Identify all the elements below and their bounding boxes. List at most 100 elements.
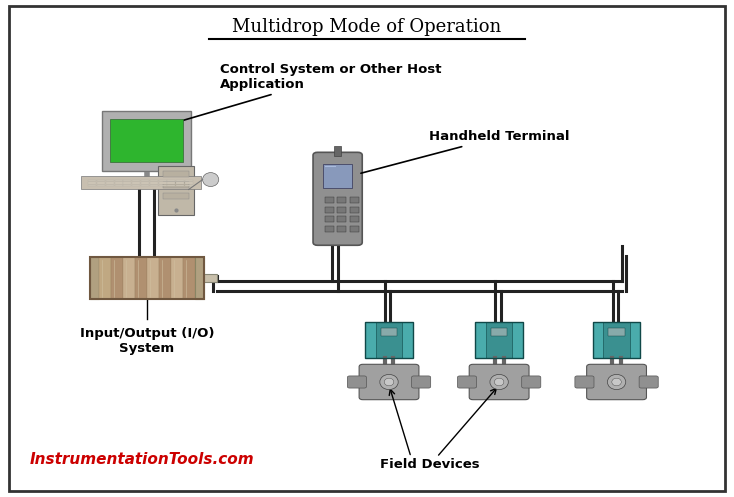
Bar xyxy=(132,179,140,181)
Bar xyxy=(323,164,352,188)
Bar xyxy=(132,184,140,186)
Bar xyxy=(350,226,359,232)
Bar xyxy=(491,328,507,335)
Bar xyxy=(324,207,333,213)
Bar xyxy=(337,226,346,232)
Bar xyxy=(185,184,193,186)
Bar xyxy=(176,184,184,186)
Bar xyxy=(123,184,131,186)
Bar xyxy=(141,182,149,183)
Bar xyxy=(115,182,123,183)
Text: Handheld Terminal: Handheld Terminal xyxy=(361,130,570,173)
FancyBboxPatch shape xyxy=(81,175,201,188)
FancyBboxPatch shape xyxy=(575,376,594,388)
Bar xyxy=(476,322,523,358)
Bar xyxy=(90,257,98,299)
Bar xyxy=(98,257,111,299)
Bar xyxy=(159,182,167,183)
Bar xyxy=(593,322,603,358)
Ellipse shape xyxy=(385,378,393,386)
FancyBboxPatch shape xyxy=(586,364,647,400)
Bar xyxy=(337,197,346,203)
Bar xyxy=(159,257,171,299)
Bar xyxy=(97,184,105,186)
Bar xyxy=(350,216,359,222)
Bar xyxy=(97,182,105,183)
Bar xyxy=(111,119,184,162)
Bar xyxy=(376,322,402,358)
Bar xyxy=(167,184,175,186)
FancyBboxPatch shape xyxy=(158,166,194,215)
Text: Input/Output (I/O)
System: Input/Output (I/O) System xyxy=(79,327,214,355)
Bar xyxy=(324,216,333,222)
Bar xyxy=(111,257,123,299)
Bar xyxy=(167,182,175,183)
FancyBboxPatch shape xyxy=(359,364,419,400)
Bar xyxy=(381,328,397,335)
Bar xyxy=(195,257,203,299)
Bar xyxy=(337,216,346,222)
Bar xyxy=(630,322,640,358)
Bar xyxy=(476,322,486,358)
Text: Control System or Other Host
Application: Control System or Other Host Application xyxy=(164,63,442,126)
Bar xyxy=(147,257,159,299)
Bar xyxy=(324,197,333,203)
Bar xyxy=(334,146,341,156)
Bar xyxy=(486,322,512,358)
Ellipse shape xyxy=(495,378,504,386)
Bar xyxy=(106,179,114,181)
Bar xyxy=(97,179,105,181)
Bar xyxy=(183,257,195,299)
Ellipse shape xyxy=(203,172,219,186)
Ellipse shape xyxy=(379,374,399,390)
Bar xyxy=(176,179,184,181)
Bar xyxy=(132,181,161,185)
Bar xyxy=(106,184,114,186)
Bar xyxy=(88,184,96,186)
FancyBboxPatch shape xyxy=(347,376,366,388)
Bar xyxy=(204,274,217,282)
Ellipse shape xyxy=(490,374,509,390)
Ellipse shape xyxy=(612,378,621,386)
Bar xyxy=(608,328,625,335)
Text: Field Devices: Field Devices xyxy=(379,458,479,471)
Bar xyxy=(176,182,184,183)
FancyBboxPatch shape xyxy=(639,376,658,388)
Bar xyxy=(159,184,167,186)
FancyBboxPatch shape xyxy=(469,364,529,400)
Bar xyxy=(324,226,333,232)
Bar xyxy=(150,184,158,186)
Bar xyxy=(167,179,175,181)
Text: Multidrop Mode of Operation: Multidrop Mode of Operation xyxy=(233,18,501,36)
Bar xyxy=(123,257,135,299)
Bar xyxy=(185,179,193,181)
Bar xyxy=(150,179,158,181)
Bar xyxy=(90,257,204,299)
FancyBboxPatch shape xyxy=(457,376,476,388)
Bar xyxy=(366,322,376,358)
Text: InstrumentationTools.com: InstrumentationTools.com xyxy=(29,452,254,467)
Bar xyxy=(350,207,359,213)
Bar xyxy=(402,322,413,358)
Bar xyxy=(366,322,413,358)
Bar xyxy=(163,193,189,199)
Bar xyxy=(135,257,147,299)
Bar xyxy=(512,322,523,358)
FancyBboxPatch shape xyxy=(103,111,191,171)
Bar xyxy=(185,182,193,183)
Bar xyxy=(171,257,183,299)
Bar xyxy=(141,184,149,186)
FancyBboxPatch shape xyxy=(313,152,362,246)
Bar xyxy=(132,182,140,183)
Bar xyxy=(163,171,189,177)
Bar xyxy=(141,179,149,181)
Bar xyxy=(123,182,131,183)
Bar xyxy=(593,322,640,358)
Bar xyxy=(88,179,96,181)
Bar xyxy=(603,322,630,358)
Bar xyxy=(150,182,158,183)
Bar xyxy=(159,179,167,181)
Bar xyxy=(163,182,189,188)
Ellipse shape xyxy=(607,374,626,390)
Bar xyxy=(115,179,123,181)
